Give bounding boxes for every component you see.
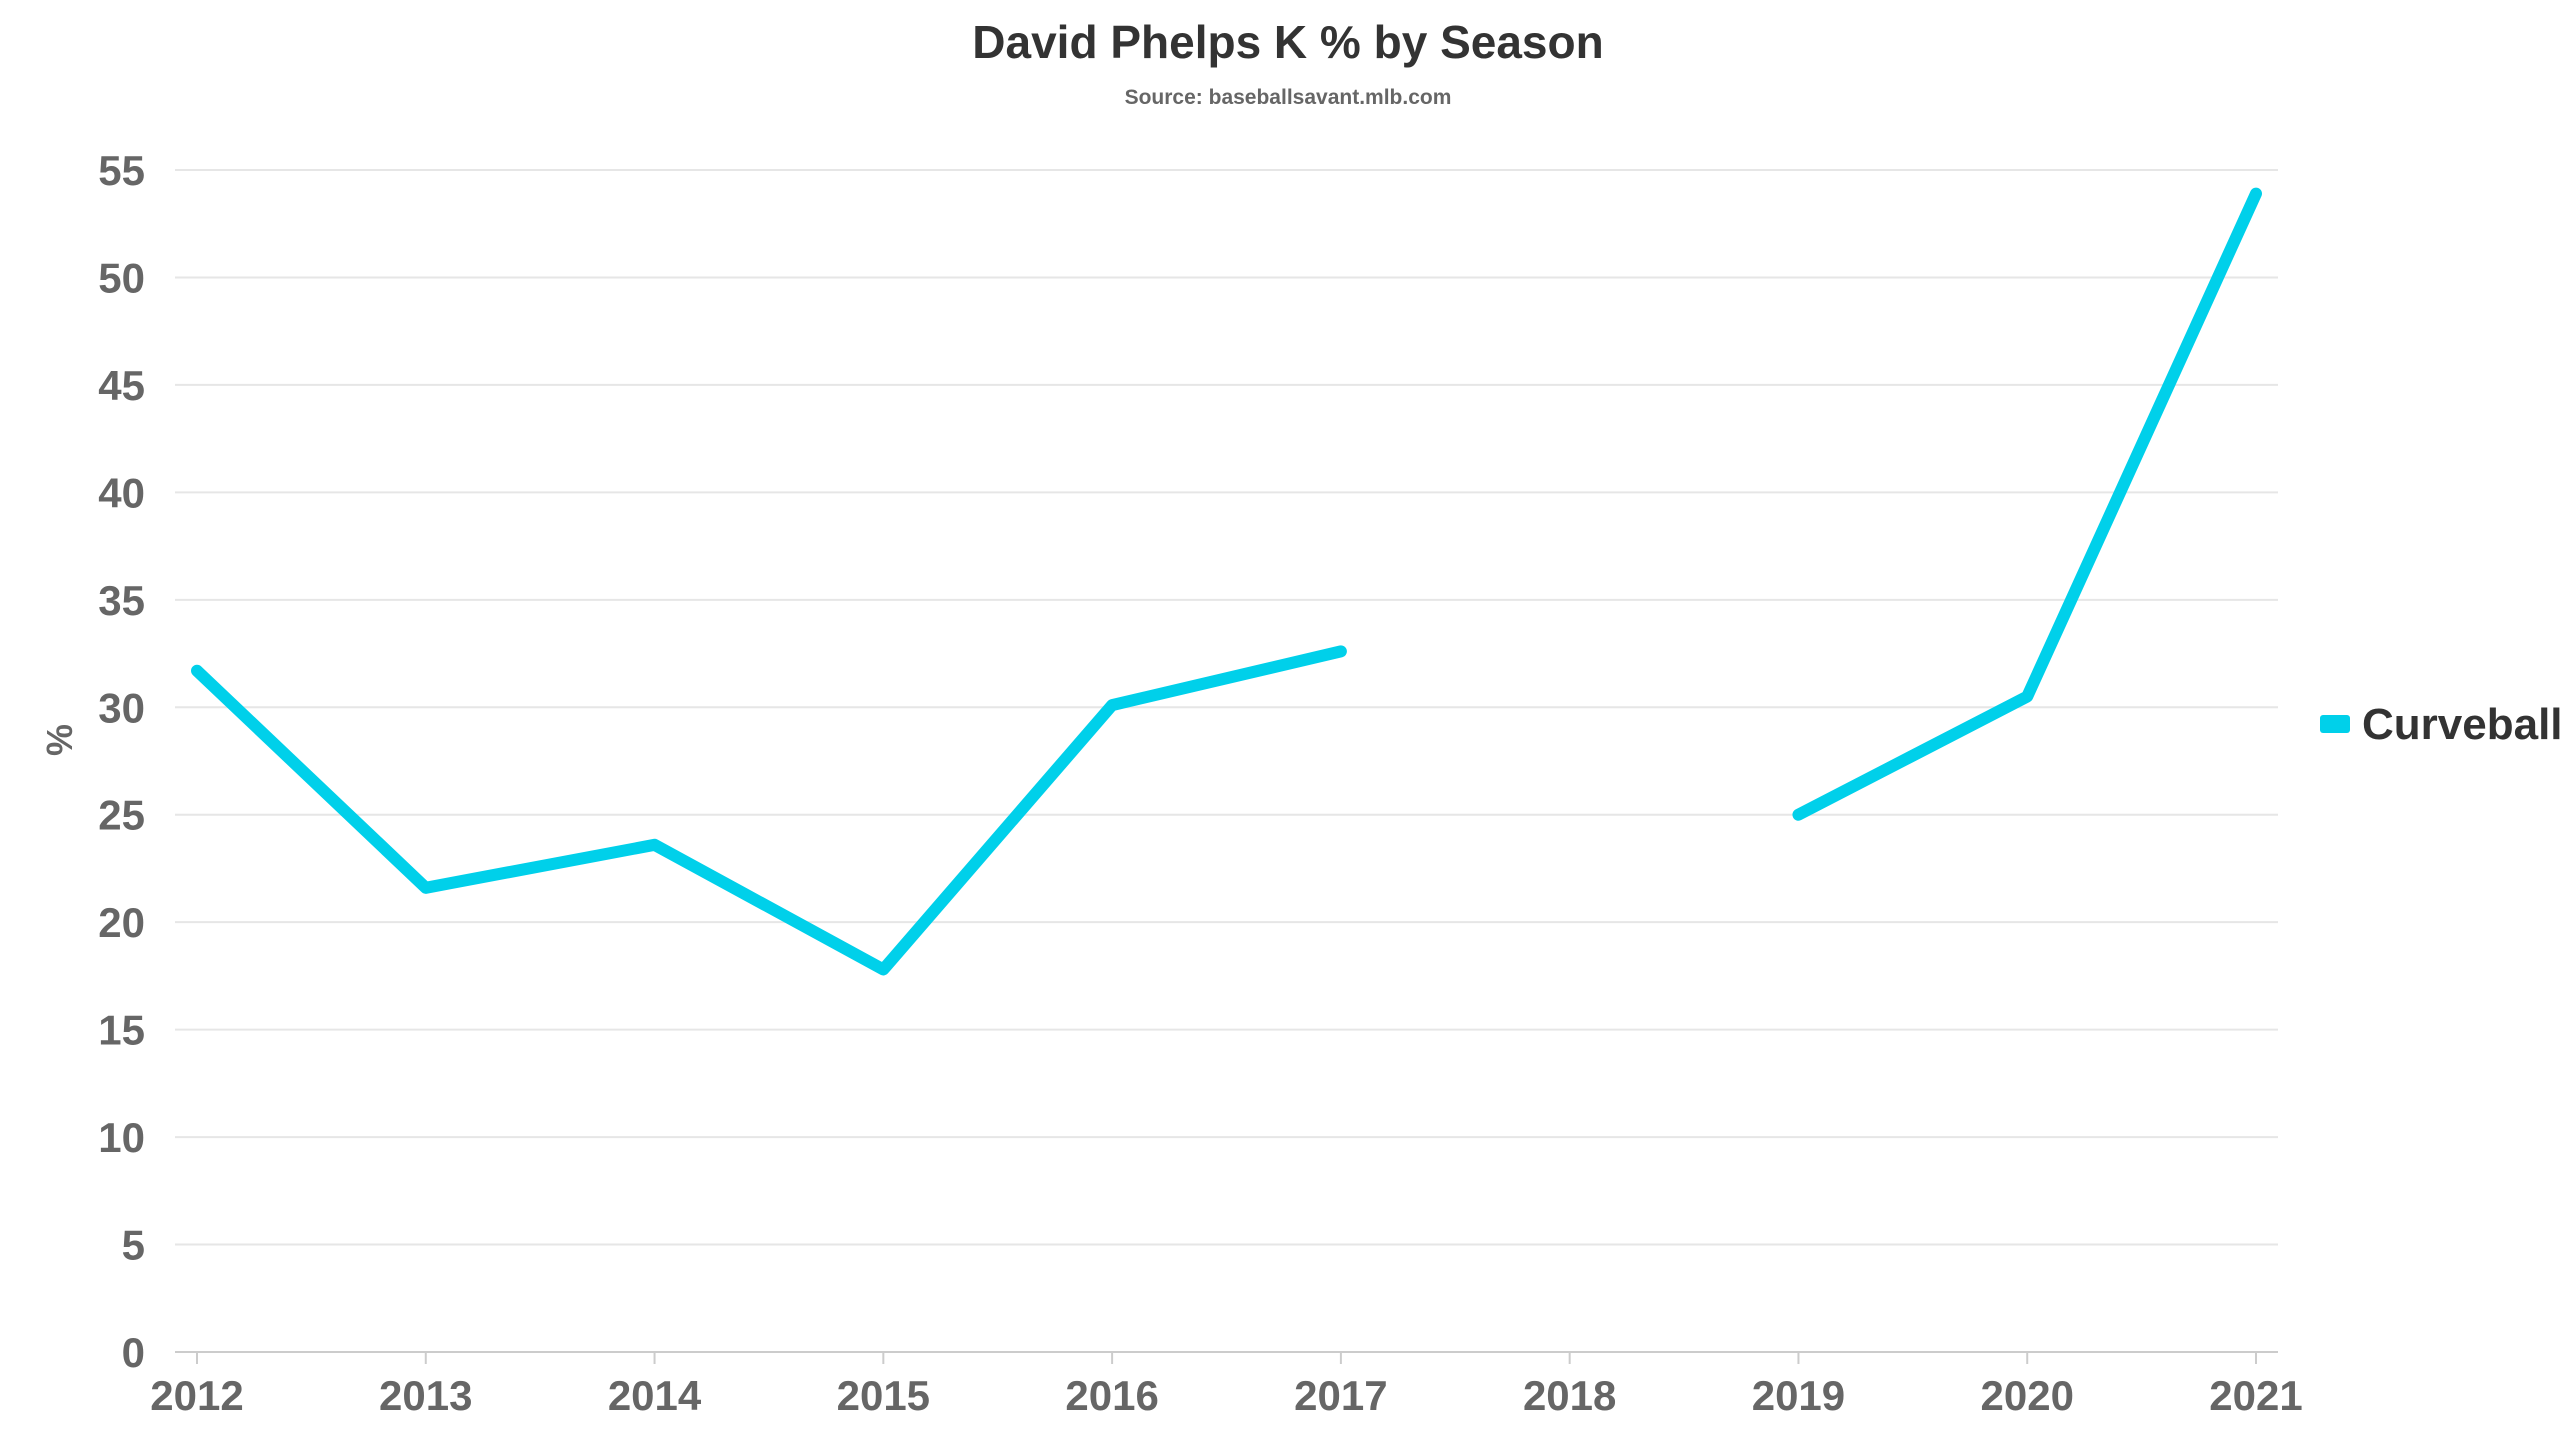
legend-swatch [2320, 715, 2350, 733]
chart-title: David Phelps K % by Season [972, 16, 1603, 68]
x-tick-label: 2021 [2209, 1372, 2302, 1419]
series-curveball [191, 187, 2262, 976]
y-tick-label: 10 [98, 1114, 145, 1161]
y-axis-title: % [39, 724, 80, 756]
y-tick-label: 5 [122, 1222, 145, 1269]
y-tick-label: 15 [98, 1007, 145, 1054]
y-tick-label: 45 [98, 362, 145, 409]
y-tick-label: 30 [98, 684, 145, 731]
x-tick-label: 2015 [837, 1372, 930, 1419]
y-tick-label: 0 [122, 1329, 145, 1376]
y-tick-label: 50 [98, 254, 145, 301]
series-lines [191, 187, 2262, 976]
data-point [193, 667, 201, 675]
y-tick-label: 25 [98, 792, 145, 839]
gridlines [175, 169, 2278, 1246]
x-tick-label: 2013 [379, 1372, 472, 1419]
data-point [879, 965, 887, 973]
y-tick-label: 20 [98, 899, 145, 946]
legend-item[interactable]: Curveball [2320, 700, 2560, 749]
data-point [1337, 647, 1345, 655]
data-point [2252, 190, 2260, 198]
x-tick-label: 2012 [150, 1372, 243, 1419]
axes [175, 1351, 2278, 1364]
chart-subtitle: Source: baseballsavant.mlb.com [1125, 86, 1452, 109]
y-tick-label: 35 [98, 577, 145, 624]
data-point [1108, 701, 1116, 709]
series-line-segment [191, 645, 1347, 976]
x-tick-label: 2017 [1294, 1372, 1387, 1419]
x-tick-label: 2020 [1981, 1372, 2074, 1419]
x-tick-label: 2018 [1523, 1372, 1616, 1419]
data-point [1794, 811, 1802, 819]
legend[interactable]: Curveball [2320, 700, 2560, 749]
y-tick-labels: 0 5 10 15 20 25 30 35 40 45 50 55 [98, 147, 145, 1376]
x-tick-label: 2016 [1065, 1372, 1158, 1419]
series-line-segment [1792, 187, 2262, 821]
x-tick-labels: 2012 2013 2014 2015 2016 2017 2018 2019 2020 2021 [150, 1372, 2302, 1419]
data-point [651, 841, 659, 849]
legend-label: Curveball [2362, 700, 2560, 749]
x-tick-label: 2019 [1752, 1372, 1845, 1419]
data-point [2023, 693, 2031, 701]
x-tick-label: 2014 [608, 1372, 702, 1419]
y-tick-label: 55 [98, 147, 145, 194]
y-tick-label: 40 [98, 469, 145, 516]
data-point [422, 884, 430, 892]
